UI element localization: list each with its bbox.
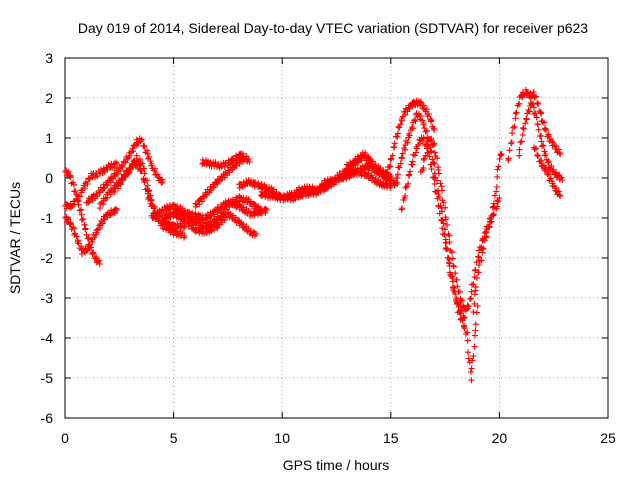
plus-markers [470, 151, 505, 316]
y-tick-label: 1 [45, 130, 53, 146]
series-arc-18 [398, 134, 481, 384]
y-tick-label: -5 [41, 370, 54, 386]
plus-markers [62, 205, 121, 257]
x-tick-label: 25 [600, 430, 616, 446]
series-arc-17 [391, 110, 468, 321]
y-tick-label: -2 [41, 250, 54, 266]
plus-markers [170, 193, 264, 231]
plus-markers [516, 100, 566, 183]
y-axis-label: SDTVAR / TECUs [7, 182, 23, 294]
series-arc-9 [170, 193, 264, 231]
y-tick-label: -4 [41, 330, 54, 346]
series-arc-2 [62, 205, 121, 257]
plus-markers [343, 152, 401, 189]
y-tick-label: 0 [45, 170, 53, 186]
y-tick-label: 2 [45, 90, 53, 106]
series-arc-23 [531, 144, 564, 199]
series-arc-1 [62, 167, 103, 267]
series-arc-16 [383, 97, 438, 177]
plus-markers [531, 144, 564, 199]
series-arc-4 [83, 135, 166, 206]
y-tick-label: -6 [41, 410, 54, 426]
y-tick-label: -1 [41, 210, 54, 226]
x-tick-label: 20 [492, 430, 508, 446]
series-arc-21 [505, 86, 564, 164]
plus-markers [199, 150, 247, 171]
x-tick-label: 10 [274, 430, 290, 446]
series-arc-10 [192, 153, 253, 210]
series-arc-3 [62, 159, 121, 212]
chart-title: Day 019 of 2014, Sidereal Day-to-day VTE… [78, 20, 588, 36]
x-tick-label: 0 [61, 430, 69, 446]
plus-markers [62, 167, 103, 267]
series-arc-20 [470, 151, 505, 316]
x-axis-label: GPS time / hours [283, 457, 390, 473]
grid-lines [65, 58, 608, 418]
series-arc-22 [516, 100, 566, 183]
data-points [62, 86, 566, 384]
series-arc-11 [199, 150, 247, 171]
plus-markers [83, 135, 166, 206]
plus-markers [192, 153, 253, 210]
plot-frame [64, 57, 609, 419]
axis-ticks: 0 5 10 15 20 25 -6 -5 -4 -3 -2 -1 0 1 2 3 [41, 50, 616, 446]
plus-markers [383, 97, 438, 177]
x-tick-label: 5 [170, 430, 178, 446]
series-arc-15 [343, 152, 401, 189]
plus-markers [398, 134, 481, 384]
plus-markers [505, 86, 564, 164]
x-tick-label: 15 [383, 430, 399, 446]
plus-markers [62, 159, 121, 212]
y-tick-label: -3 [41, 290, 54, 306]
plus-markers [391, 110, 468, 321]
y-tick-label: 3 [45, 50, 53, 66]
